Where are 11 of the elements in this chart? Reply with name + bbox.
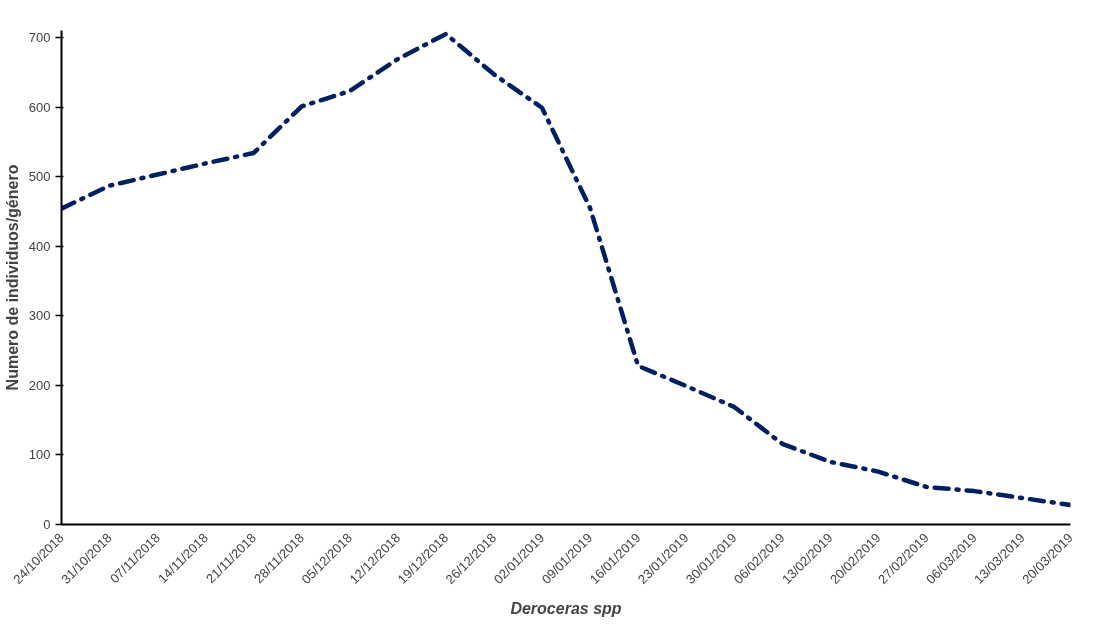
x-axis-title: Deroceras spp [510, 600, 622, 618]
line-series [61, 31, 1071, 508]
y-tick-label: 700 [28, 29, 51, 45]
y-tick-label: 300 [28, 308, 51, 324]
y-tick-label: 400 [28, 238, 51, 254]
y-tick-label: 200 [28, 377, 51, 393]
y-tick-label: 500 [28, 169, 51, 185]
y-axis-title: Numero de individuos/género [3, 164, 21, 391]
y-tick-label: 600 [28, 99, 51, 115]
y-tick-label: 100 [28, 447, 51, 463]
y-tick-label: 0 [43, 517, 51, 532]
